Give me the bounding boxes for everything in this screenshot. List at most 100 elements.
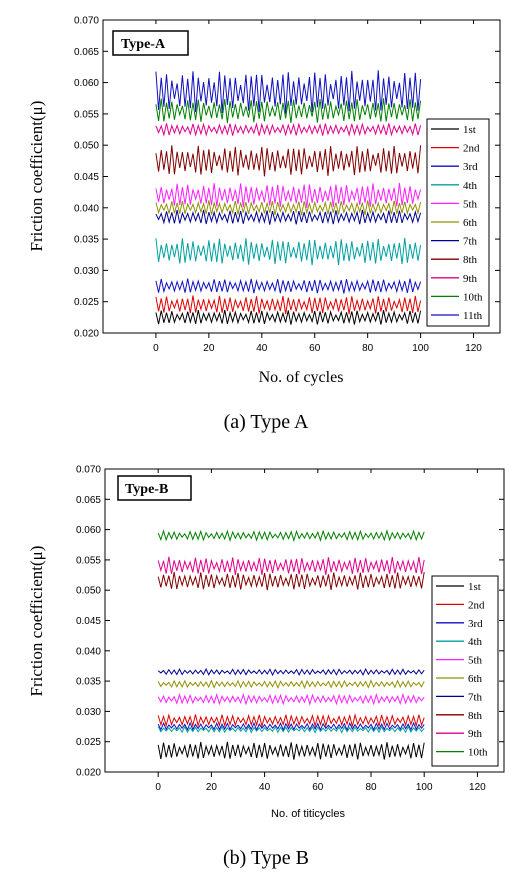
y-axis-label-a: Friction coefficient(μ) <box>27 101 46 252</box>
series-lines-b <box>157 529 425 760</box>
y-tick-label: 0.020 <box>76 768 101 779</box>
x-axis-label-a: No. of cycles <box>259 369 344 386</box>
x-tick-label: 20 <box>203 343 215 354</box>
legend-label: 3rd <box>468 618 483 630</box>
legend-label: 2nd <box>468 599 485 611</box>
series-line-10th <box>157 529 425 543</box>
chart-type-b: 0.020 0.025 0.030 0.035 0.040 0.045 0.050 0.055… <box>27 465 505 869</box>
legend-label: 11th <box>463 310 483 322</box>
series-line-10th <box>155 98 422 124</box>
legend-label: 10th <box>463 291 483 303</box>
series-line-3rd <box>157 721 425 732</box>
series-line-1st <box>155 309 422 325</box>
series-line-6th <box>155 200 422 216</box>
x-tick-label: 60 <box>309 343 321 354</box>
series-line-4th <box>157 725 425 734</box>
y-tick-label: 0.045 <box>74 172 99 183</box>
legend-b: 1st 2nd 3rd 4th 5th 6th 7th 8th 9th 10th <box>431 575 499 767</box>
legend-label: 4th <box>463 180 478 192</box>
x-tick-label: 0 <box>153 343 159 354</box>
y-tick-label: 0.025 <box>74 297 99 308</box>
x-tick-label: 40 <box>259 782 271 793</box>
legend-label: 3rd <box>463 161 478 173</box>
series-line-2nd <box>155 295 422 315</box>
legend-a: 1st 2nd 3rd 4th 5th 6th 7th 8th 9th 10th 11th <box>426 118 490 327</box>
series-line-9th <box>157 556 425 575</box>
legend-label: 2nd <box>463 143 480 155</box>
legend-label: 7th <box>463 236 478 248</box>
y-tick-label: 0.020 <box>74 329 99 340</box>
type-label-a: Type-A <box>121 37 166 52</box>
x-axis-b: 0 20 40 60 80 100 120 <box>155 469 486 793</box>
y-tick-label: 0.060 <box>74 78 99 89</box>
y-tick-label: 0.055 <box>74 109 99 120</box>
x-tick-label: 100 <box>412 343 429 354</box>
legend-label: 6th <box>463 217 478 229</box>
y-tick-label: 0.040 <box>76 646 101 657</box>
y-axis-a: 0.020 0.025 0.030 0.035 0.040 0.045 0.050 0.055… <box>74 16 500 340</box>
legend-label: 4th <box>468 636 483 648</box>
legend-label: 5th <box>468 655 483 667</box>
chart-type-a: 0.020 0.025 0.030 0.035 0.040 0.045 0.050 0.055… <box>27 16 501 433</box>
x-tick-label: 120 <box>465 343 482 354</box>
type-label-box-b <box>117 475 192 501</box>
series-line-5th <box>155 182 422 208</box>
y-axis-label-b: Friction coefficient(μ) <box>27 546 46 697</box>
y-tick-label: 0.050 <box>74 141 99 152</box>
y-tick-label: 0.065 <box>74 47 99 58</box>
x-tick-label: 120 <box>469 782 486 793</box>
legend-label: 10th <box>468 747 488 759</box>
y-tick-label: 0.030 <box>74 266 99 277</box>
series-lines-a <box>155 70 422 325</box>
series-line-7th <box>157 667 425 677</box>
legend-label: 5th <box>463 198 478 210</box>
series-line-6th <box>157 679 425 690</box>
y-tick-label: 0.050 <box>76 586 101 597</box>
series-line-7th <box>155 209 422 225</box>
y-tick-label: 0.055 <box>76 555 101 566</box>
legend-label: 9th <box>463 273 478 285</box>
type-label-b: Type-B <box>125 482 168 497</box>
series-line-3rd <box>155 278 422 294</box>
series-line-8th <box>157 572 425 591</box>
series-line-11th <box>155 70 422 114</box>
x-tick-label: 80 <box>362 343 374 354</box>
y-tick-label: 0.025 <box>76 737 101 748</box>
legend-label: 1st <box>468 581 481 593</box>
series-line-5th <box>157 692 425 706</box>
caption-a: (a) Type A <box>224 411 309 433</box>
y-tick-label: 0.040 <box>74 203 99 214</box>
x-axis-label-b: No. of titicycles <box>271 808 345 820</box>
y-tick-label: 0.070 <box>74 16 99 27</box>
x-tick-label: 20 <box>206 782 218 793</box>
x-tick-label: 100 <box>416 782 433 793</box>
x-tick-label: 40 <box>256 343 268 354</box>
x-tick-label: 80 <box>365 782 377 793</box>
legend-label: 8th <box>468 710 483 722</box>
legend-label: 9th <box>468 728 483 740</box>
y-tick-label: 0.035 <box>76 677 101 688</box>
y-tick-label: 0.045 <box>76 616 101 627</box>
series-line-1st <box>157 741 425 760</box>
series-line-9th <box>155 122 422 137</box>
series-line-4th <box>155 237 422 266</box>
x-tick-label: 0 <box>155 782 161 793</box>
y-tick-label: 0.070 <box>76 465 101 476</box>
caption-b: (b) Type B <box>223 847 309 869</box>
x-tick-label: 60 <box>312 782 324 793</box>
series-line-8th <box>155 145 422 177</box>
type-label-box-a <box>112 30 189 56</box>
y-tick-label: 0.035 <box>74 235 99 246</box>
legend-box-b <box>431 575 499 767</box>
y-tick-label: 0.065 <box>76 495 101 506</box>
x-axis-a: 0 20 40 60 80 100 120 <box>153 20 482 354</box>
y-tick-label: 0.030 <box>76 707 101 718</box>
y-tick-label: 0.060 <box>76 525 101 536</box>
y-axis-b: 0.020 0.025 0.030 0.035 0.040 0.045 0.050 0.055… <box>76 465 504 779</box>
legend-label: 7th <box>468 691 483 703</box>
legend-label: 6th <box>468 673 483 685</box>
legend-label: 8th <box>463 254 478 266</box>
legend-label: 1st <box>463 124 476 136</box>
series-line-2nd <box>157 713 425 729</box>
